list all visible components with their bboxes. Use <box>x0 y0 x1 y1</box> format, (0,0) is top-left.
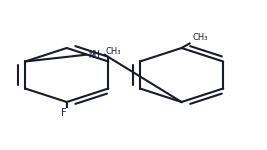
Text: F: F <box>61 108 67 118</box>
Text: CH₃: CH₃ <box>192 33 208 42</box>
Text: CH₃: CH₃ <box>106 46 121 56</box>
Text: NH: NH <box>88 50 100 60</box>
